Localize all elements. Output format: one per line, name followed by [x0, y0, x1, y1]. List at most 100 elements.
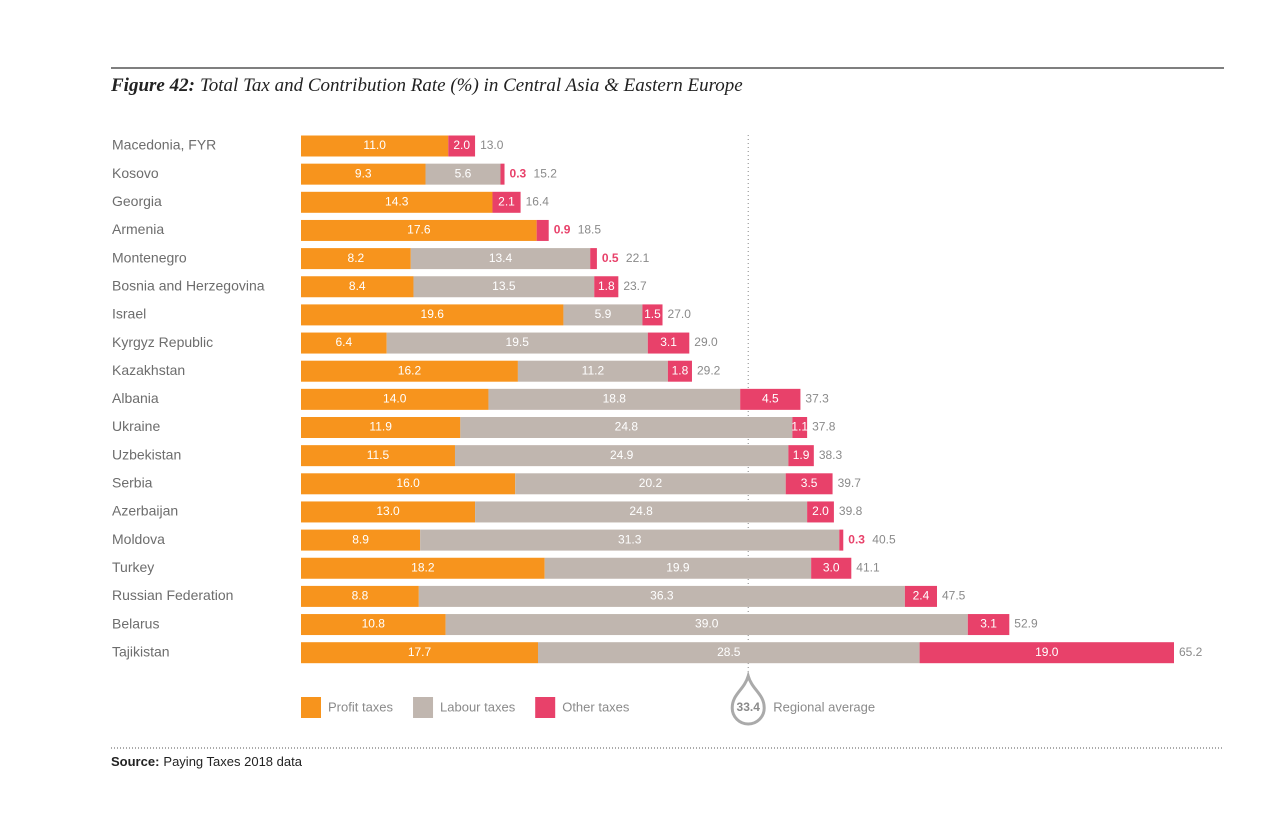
average-value: 33.4: [737, 700, 761, 714]
category-label: Turkey: [112, 559, 154, 575]
bar-segment: [919, 642, 1174, 664]
title: Figure 42: Total Tax and Contribution Rat…: [110, 75, 743, 96]
bar-segment: [301, 332, 387, 354]
segment-label: 8.4: [349, 279, 366, 293]
category-label: Serbia: [112, 475, 153, 491]
category-label: Belarus: [112, 615, 159, 631]
legend-label: Profit taxes: [328, 699, 394, 714]
bar-segment: [500, 163, 505, 185]
segment-label: 24.9: [610, 448, 634, 462]
bar-segment: [448, 135, 476, 157]
total-label: 41.1: [856, 560, 880, 574]
total-label: 18.5: [578, 223, 602, 237]
total-label: 39.8: [839, 504, 863, 518]
segment-label: 1.1: [791, 420, 808, 434]
bar-segment: [301, 529, 421, 551]
bar-segment: [386, 332, 648, 354]
segment-label: 18.8: [603, 392, 627, 406]
bar-segment: [301, 557, 545, 579]
bar-segment: [301, 614, 446, 636]
bar-segment: [788, 445, 814, 467]
segment-label: 8.2: [348, 251, 365, 265]
bar-segment: [301, 388, 489, 410]
bar-segment: [536, 219, 549, 241]
bar-segment: [515, 473, 786, 495]
bar-segment: [667, 360, 692, 382]
segment-label: 5.6: [455, 166, 472, 180]
segment-label: 39.0: [695, 617, 719, 631]
bar-segment: [445, 614, 968, 636]
segment-label: 17.7: [408, 645, 432, 659]
category-label: Tajikistan: [112, 643, 170, 659]
legend-label: Other taxes: [562, 699, 630, 714]
category-label: Montenegro: [112, 249, 187, 265]
legend-swatch: [535, 697, 556, 718]
segment-label: 36.3: [650, 589, 674, 603]
total-label: 65.2: [1179, 645, 1203, 659]
total-label: 37.3: [805, 392, 829, 406]
source: Source: Paying Taxes 2018 data: [111, 754, 303, 769]
segment-label: 0.3: [848, 532, 865, 546]
segment-label: 6.4: [336, 335, 353, 349]
bar-segment: [488, 388, 741, 410]
average-marker: [730, 670, 766, 726]
title-text: Total Tax and Contribution Rate (%) in C…: [200, 75, 743, 96]
segment-label: 19.5: [506, 335, 530, 349]
total-label: 22.1: [626, 251, 650, 265]
segment-label: 24.8: [615, 420, 639, 434]
segment-label: 10.8: [362, 617, 386, 631]
segment-label: 3.5: [801, 476, 818, 490]
segment-label: 0.9: [554, 223, 571, 237]
segment-label: 0.3: [510, 166, 527, 180]
bar-segment: [301, 163, 426, 185]
bar-segment: [517, 360, 668, 382]
category-label: Armenia: [112, 221, 164, 237]
segment-label: 13.0: [376, 504, 400, 518]
segment-label: 14.0: [383, 392, 407, 406]
bar-segment: [807, 501, 834, 523]
segment-label: 13.5: [492, 279, 516, 293]
total-label: 52.9: [1014, 617, 1038, 631]
bar-segment: [785, 473, 833, 495]
segment-label: 28.5: [717, 645, 741, 659]
bar-segment: [642, 304, 663, 326]
category-label: Albania: [112, 390, 159, 406]
segment-label: 1.8: [672, 363, 689, 377]
segment-label: 13.4: [489, 251, 513, 265]
average-label: Regional average: [773, 699, 875, 714]
total-label: 13.0: [480, 138, 504, 152]
total-label: 16.4: [526, 194, 550, 208]
category-label: Kyrgyz Republic: [112, 334, 213, 350]
segment-label: 24.8: [629, 504, 653, 518]
bar-segment: [301, 191, 493, 213]
bar-segment: [537, 642, 920, 664]
segment-label: 19.6: [421, 307, 445, 321]
category-label: Moldova: [112, 531, 165, 547]
bar-segment: [904, 585, 938, 607]
category-label: Russian Federation: [112, 587, 233, 603]
segment-label: 3.1: [660, 335, 677, 349]
total-label: 29.0: [694, 335, 718, 349]
total-label: 23.7: [623, 279, 647, 293]
category-label: Uzbekistan: [112, 446, 181, 462]
source-text: Paying Taxes 2018 data: [163, 754, 302, 769]
segment-label: 3.0: [823, 560, 840, 574]
segment-label: 11.2: [582, 363, 605, 377]
bar-segment: [454, 445, 789, 467]
segment-label: 17.6: [407, 223, 431, 237]
segment-label: 1.5: [644, 307, 661, 321]
category-label: Ukraine: [112, 418, 160, 434]
category-label: Kosovo: [112, 165, 159, 181]
bar-segment: [301, 417, 461, 438]
bar-segment: [811, 557, 852, 579]
bar-segment: [301, 642, 538, 664]
bar-segment: [301, 248, 411, 270]
segment-label: 3.1: [980, 617, 997, 631]
bar-segment: [544, 557, 812, 579]
bar-segment: [301, 473, 516, 495]
segment-label: 8.8: [352, 589, 369, 603]
segment-label: 9.3: [355, 166, 372, 180]
segment-label: 1.8: [598, 279, 615, 293]
segment-label: 14.3: [385, 194, 409, 208]
